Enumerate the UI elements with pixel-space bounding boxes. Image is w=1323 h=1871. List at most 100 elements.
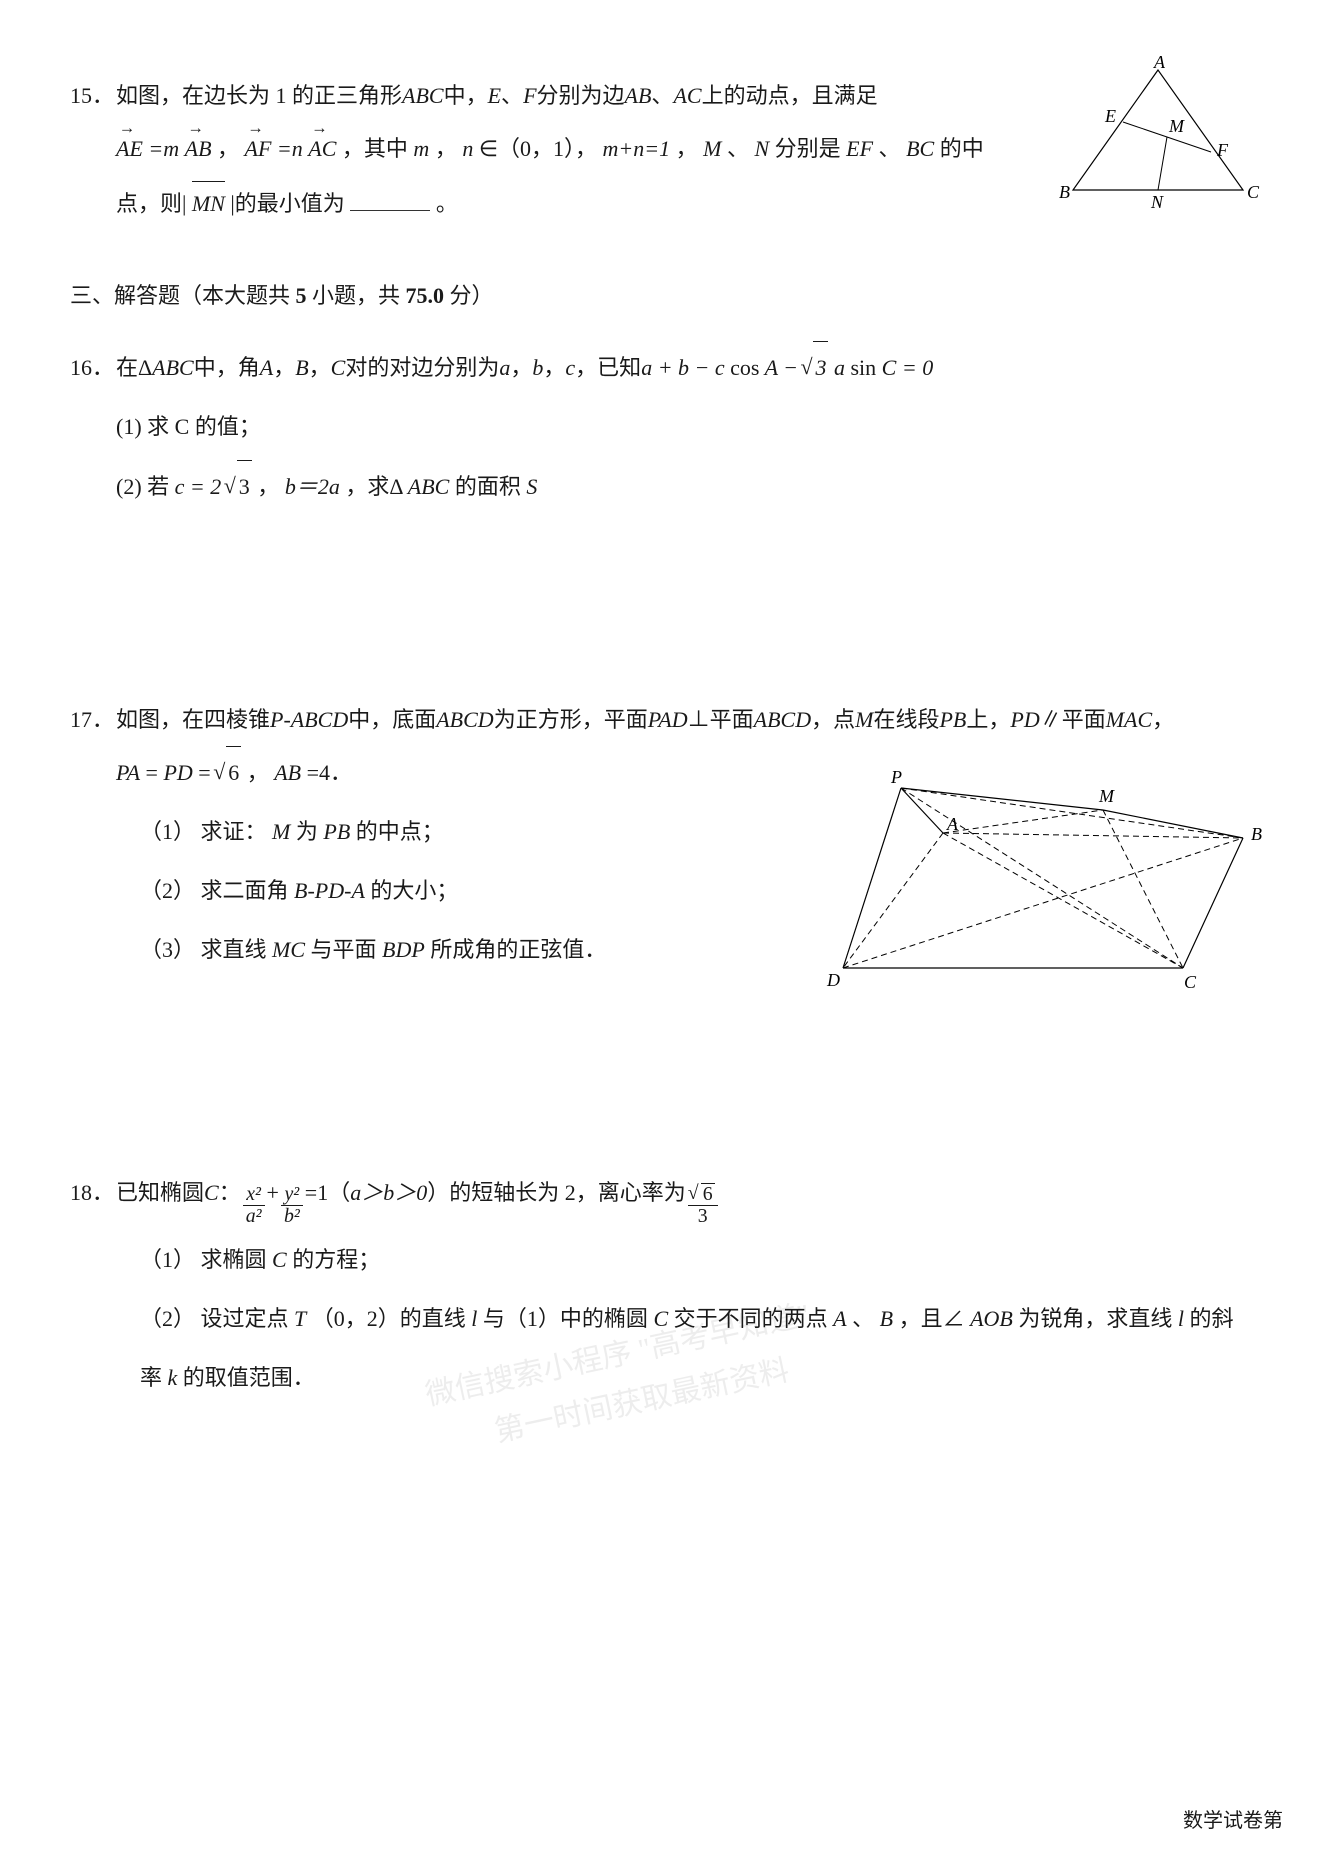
text-m: m [413, 136, 429, 161]
vector-AC: AC [308, 123, 336, 176]
text: ， [1152, 694, 1174, 747]
text: M [855, 694, 873, 747]
sub-label: （3） [140, 937, 195, 962]
text: 已知椭圆 [116, 1167, 204, 1220]
text: 小题，共 [312, 283, 406, 308]
label-M: M [1168, 116, 1185, 136]
num: x² [243, 1184, 265, 1207]
text: 上， [966, 694, 1010, 747]
eq-cos: cos [730, 355, 759, 380]
num: y² [281, 1184, 303, 1207]
p16-sub1: (1) 求 C 的值； [70, 401, 1253, 454]
text: PD [163, 760, 192, 785]
answer-blank[interactable] [350, 188, 430, 211]
rad: 6 [701, 1183, 715, 1206]
text: ABC [152, 342, 194, 395]
eq-sin: sin [850, 355, 876, 380]
text: 与（1）中的椭圆 [483, 1306, 654, 1331]
label-C: C [1247, 182, 1260, 202]
problem-18: 18． 已知椭圆 C ： x² a² + y² b² =1（ a＞b＞0 ）的短… [70, 1167, 1253, 1405]
text: m+n=1 [603, 136, 671, 161]
text: 的方程； [292, 1247, 380, 1272]
text-E: E [488, 70, 501, 123]
figure-p15: A B C E F M N [1063, 60, 1253, 230]
text: 求 C 的值； [147, 414, 261, 439]
text: ABC [408, 474, 450, 499]
text: =n [277, 136, 303, 161]
text: = [198, 760, 210, 785]
text-AB: AB [625, 70, 652, 123]
label-B: B [1059, 182, 1070, 202]
text: + [267, 1167, 279, 1220]
text: 率 [140, 1365, 168, 1390]
text: 的大小； [370, 878, 458, 903]
label-B: B [1251, 824, 1262, 844]
text: k [168, 1365, 178, 1390]
problem-number: 17． [70, 694, 116, 747]
text: C [331, 342, 346, 395]
text-n: n [462, 136, 473, 161]
text: 的面积 [455, 474, 527, 499]
label-A: A [1153, 52, 1166, 72]
p16-line1: 16． 在Δ ABC 中，角 A ， B ， C 对的对边分别为 a ， b ，… [70, 341, 1253, 395]
text: ， [217, 136, 239, 161]
p17-sub3: （3） 求直线 MC 与平面 BDP 所成角的正弦值． [70, 924, 780, 977]
problem-number: 15． [70, 70, 116, 123]
text: PB [323, 819, 350, 844]
text: =4． [307, 760, 352, 785]
text: ）的短轴长为 2，离心率为 [427, 1167, 686, 1220]
text: 、 [727, 136, 749, 161]
sub-label: (1) [116, 414, 142, 439]
p17-sub1: （1） 求证： M 为 PB 的中点； [70, 806, 780, 859]
text: 中，底面 [348, 694, 436, 747]
text: ， [510, 342, 532, 395]
text: 与平面 [311, 937, 383, 962]
text: 在线段 [873, 694, 939, 747]
text: PD [1010, 694, 1039, 747]
text: 上的动点，且满足 [702, 70, 878, 123]
fraction-sqrt6-3: 6 3 [688, 1183, 718, 1229]
text: ABCD [436, 694, 493, 747]
text: ，点 [811, 694, 855, 747]
text: B [295, 342, 308, 395]
text: 分别是 [775, 136, 847, 161]
sub-label: （1） [140, 1247, 195, 1272]
count: 5 [296, 283, 307, 308]
text: B-PD-A [294, 878, 365, 903]
sub-label: （1） [140, 819, 195, 844]
text-M: M [703, 136, 721, 161]
text: ，求Δ [345, 474, 402, 499]
label-M: M [1098, 786, 1115, 806]
text: |的最小值为 [230, 191, 344, 216]
problem-17: 17． 如图，在四棱锥 P-ABCD 中，底面 ABCD 为正方形，平面 PAD… [70, 694, 1253, 977]
text: M [272, 819, 290, 844]
spacer [70, 1017, 1253, 1167]
text: 求椭圆 [201, 1247, 273, 1272]
text: ， [257, 474, 279, 499]
den: b² [281, 1206, 303, 1228]
text: B [880, 1306, 893, 1331]
text-N: N [754, 136, 769, 161]
text: b [532, 342, 543, 395]
text: 所成角的正弦值． [430, 937, 606, 962]
text: 、 [879, 136, 901, 161]
vector-AF: AF [245, 123, 272, 176]
text: 的取值范围． [183, 1365, 315, 1390]
text: 如图，在四棱锥 [116, 694, 270, 747]
vector-AB: AB [185, 123, 212, 176]
text: l [1178, 1306, 1184, 1331]
text-ABC: ABC [402, 70, 444, 123]
text: 交于不同的两点 [674, 1306, 834, 1331]
text: C [272, 1247, 287, 1272]
den: 3 [688, 1206, 718, 1228]
sub-label: (2) [116, 474, 142, 499]
problem-15: A B C E F M N 15． 如图，在边长为 1 的正三角形 ABC 中，… [70, 70, 1253, 230]
text: 三、解答题（本大题共 [70, 283, 296, 308]
text: 为正方形，平面 [494, 694, 648, 747]
text: AOB [970, 1306, 1013, 1331]
text: ABCD [754, 694, 811, 747]
text: ， [543, 342, 565, 395]
triangle-diagram-icon: A B C E F M N [1063, 60, 1253, 210]
text: ， [309, 342, 331, 395]
vector-AE: AE [116, 123, 143, 176]
